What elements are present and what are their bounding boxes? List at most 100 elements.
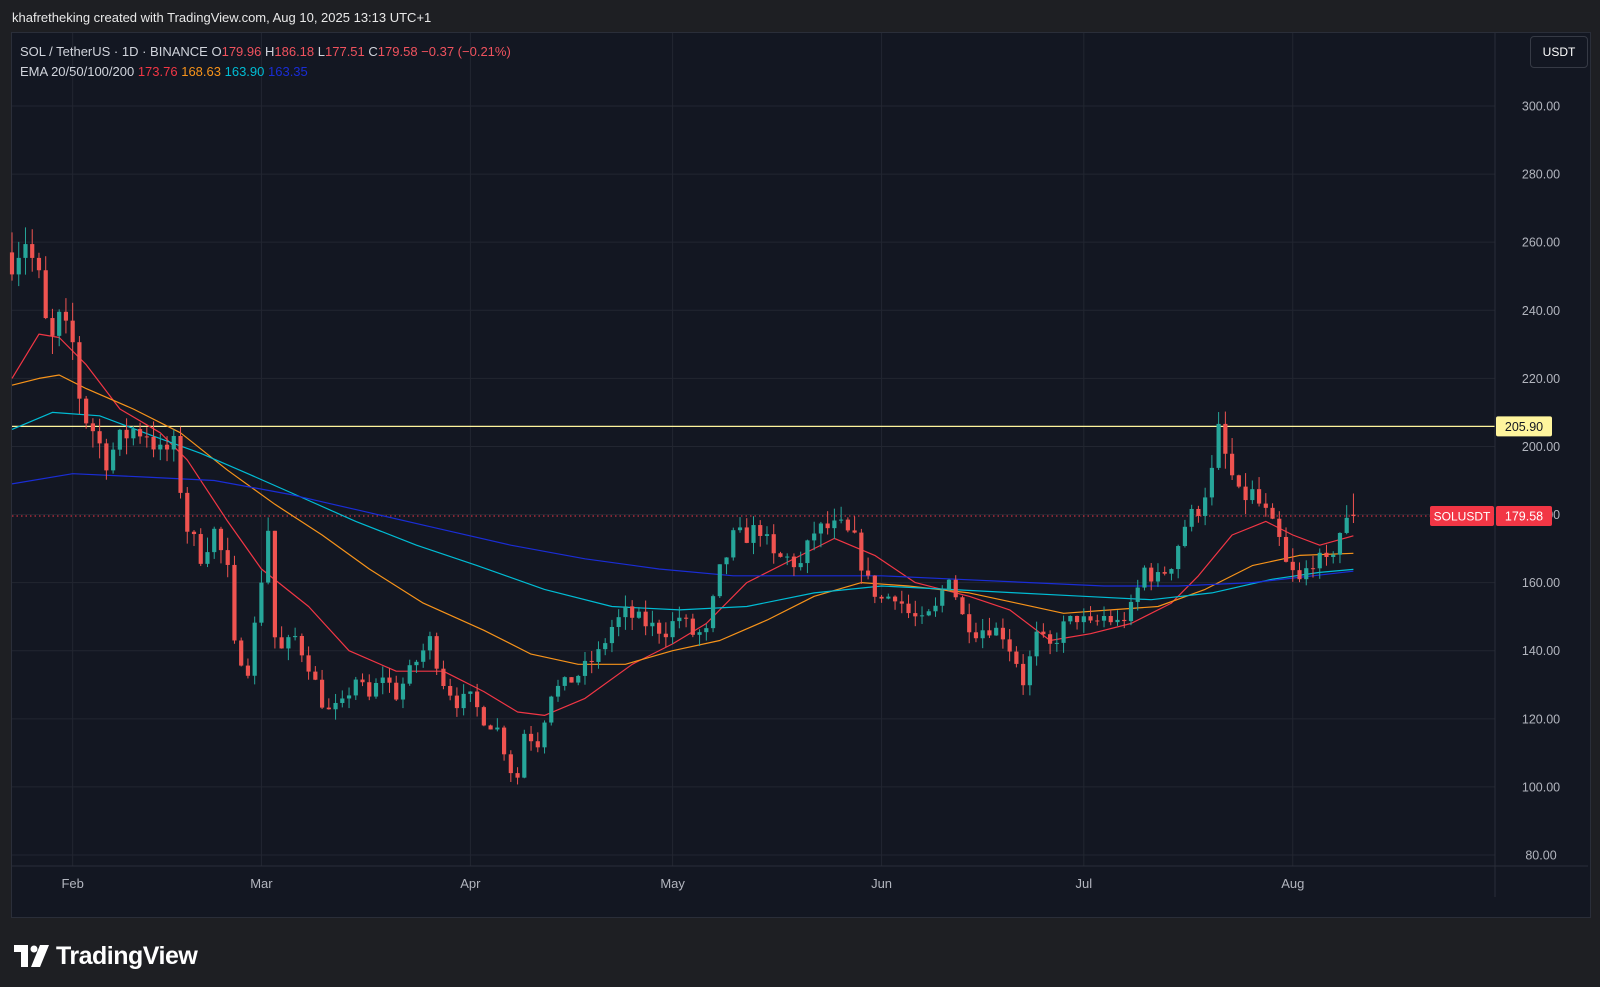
candle-body bbox=[832, 520, 837, 529]
candle-body bbox=[582, 660, 588, 676]
candle-body bbox=[994, 627, 999, 636]
candle bbox=[475, 683, 480, 717]
candle-body bbox=[380, 677, 385, 683]
low-label: L bbox=[317, 44, 325, 59]
candles bbox=[9, 227, 1356, 785]
candle-body bbox=[1027, 656, 1032, 686]
candle-body bbox=[953, 579, 958, 598]
candle bbox=[1115, 610, 1120, 626]
candle bbox=[859, 528, 864, 584]
candle bbox=[1128, 594, 1134, 626]
candle bbox=[1142, 565, 1147, 591]
candle bbox=[1270, 503, 1275, 520]
candle bbox=[1331, 551, 1336, 564]
candle bbox=[90, 418, 95, 448]
candle bbox=[1135, 579, 1140, 611]
candle-body bbox=[144, 436, 149, 438]
candle bbox=[812, 521, 817, 551]
candle-body bbox=[569, 677, 574, 683]
candle bbox=[1061, 615, 1066, 653]
candle-body bbox=[1331, 554, 1336, 557]
candle bbox=[1337, 532, 1343, 564]
candle-body bbox=[859, 532, 864, 571]
candle bbox=[488, 724, 493, 730]
candle-body bbox=[1021, 663, 1026, 686]
candle bbox=[724, 557, 729, 575]
candle-body bbox=[839, 519, 844, 521]
candle bbox=[751, 516, 756, 555]
symbol-label[interactable]: SOL / TetherUS · 1D · BINANCE bbox=[20, 44, 208, 59]
candle-body bbox=[535, 741, 540, 748]
candle bbox=[872, 575, 877, 604]
candle bbox=[636, 607, 641, 619]
candle bbox=[1317, 548, 1322, 579]
candle bbox=[232, 555, 237, 644]
candle bbox=[744, 518, 749, 544]
candle bbox=[582, 651, 588, 685]
candle-body bbox=[724, 557, 729, 565]
tradingview-logo[interactable]: TradingView bbox=[14, 938, 198, 974]
candle bbox=[171, 429, 176, 462]
candle-body bbox=[515, 773, 520, 778]
candle-body bbox=[866, 570, 871, 576]
candle-body bbox=[481, 707, 486, 726]
candle bbox=[663, 622, 668, 648]
candle bbox=[1169, 568, 1174, 581]
candle bbox=[259, 570, 264, 626]
candle bbox=[117, 428, 122, 456]
candle bbox=[758, 520, 763, 547]
candle bbox=[528, 725, 534, 751]
candle bbox=[1236, 474, 1241, 489]
candle-body bbox=[1270, 507, 1275, 519]
currency-button[interactable]: USDT bbox=[1530, 36, 1588, 68]
candle-body bbox=[117, 429, 122, 450]
candle bbox=[1068, 615, 1073, 625]
candle bbox=[340, 690, 345, 708]
candle bbox=[495, 718, 500, 732]
candle bbox=[1007, 629, 1012, 662]
candle bbox=[1324, 544, 1329, 566]
candle-body bbox=[218, 528, 224, 551]
candle-body bbox=[266, 530, 271, 583]
candle-body bbox=[57, 311, 62, 336]
attribution-header: khafretheking created with TradingView.c… bbox=[12, 10, 432, 25]
candle-body bbox=[717, 564, 722, 597]
candle-body bbox=[609, 626, 615, 644]
close-label: C bbox=[368, 44, 378, 59]
candle-body bbox=[353, 679, 358, 696]
candle-body bbox=[252, 622, 257, 676]
candle-body bbox=[279, 637, 284, 649]
close-value: 179.58 bbox=[377, 44, 418, 59]
candle bbox=[218, 526, 224, 564]
candle-body bbox=[1108, 615, 1113, 623]
candle bbox=[677, 606, 682, 629]
ohlc-row: SOL / TetherUS · 1D · BINANCE O179.96 H1… bbox=[20, 42, 511, 62]
candle-body bbox=[549, 696, 554, 723]
candle-body bbox=[448, 686, 453, 696]
candle-body bbox=[872, 575, 877, 597]
chart-frame[interactable] bbox=[11, 32, 1591, 918]
candle bbox=[1122, 612, 1127, 629]
candle bbox=[845, 517, 850, 533]
candle-body bbox=[785, 556, 790, 558]
candle-body bbox=[697, 632, 702, 635]
candle-body bbox=[603, 643, 608, 650]
candle bbox=[1074, 615, 1080, 630]
candle bbox=[953, 575, 958, 600]
ema-label[interactable]: EMA 20/50/100/200 bbox=[20, 64, 135, 79]
candle-body bbox=[151, 436, 156, 450]
candle-body bbox=[1142, 567, 1147, 588]
candle bbox=[933, 597, 938, 617]
candle bbox=[1283, 527, 1289, 563]
candle bbox=[1344, 505, 1349, 535]
candle-body bbox=[1061, 621, 1066, 643]
candle bbox=[1310, 555, 1316, 578]
candle bbox=[1149, 563, 1154, 591]
candle bbox=[225, 537, 230, 578]
change-value: −0.37 (−0.21%) bbox=[421, 44, 511, 59]
candle-body bbox=[630, 606, 635, 618]
ema-row: EMA 20/50/100/200 173.76 168.63 163.90 1… bbox=[20, 62, 511, 82]
candle bbox=[468, 691, 473, 703]
candle-body bbox=[454, 695, 459, 709]
